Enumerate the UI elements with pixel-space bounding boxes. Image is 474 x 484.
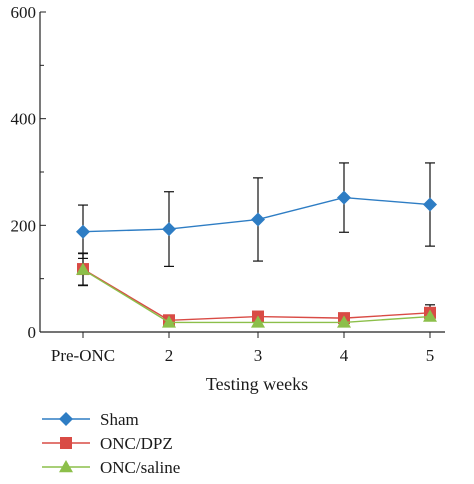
- x-tick-label: 5: [426, 346, 435, 365]
- legend-item: Sham: [42, 410, 139, 429]
- x-tick-label: 4: [340, 346, 349, 365]
- x-tick-label: Pre-ONC: [51, 346, 115, 365]
- legend-marker: [59, 460, 73, 473]
- legend: Sham ONC/DPZ ONC/saline: [42, 410, 180, 477]
- data-point: [251, 212, 265, 227]
- data-point: [423, 309, 437, 322]
- legend-item: ONC/DPZ: [42, 434, 173, 453]
- y-tick-label: 0: [28, 323, 37, 342]
- data-point: [76, 224, 90, 239]
- y-tick-label: 600: [11, 3, 37, 22]
- series-onc-dpz: [77, 252, 436, 327]
- data-point: [337, 315, 351, 328]
- y-tick-label: 400: [11, 110, 37, 129]
- x-axis-label: Testing weeks: [206, 374, 308, 394]
- series-group: [76, 162, 437, 328]
- legend-label: ONC/DPZ: [100, 434, 173, 453]
- series-sham: [76, 162, 437, 267]
- data-point: [423, 197, 437, 212]
- series-onc-saline: [76, 253, 437, 328]
- data-point: [162, 222, 176, 237]
- x-tick-label: 2: [165, 346, 174, 365]
- legend-label: Sham: [100, 410, 139, 429]
- data-point: [162, 315, 176, 328]
- legend-item: ONC/saline: [42, 458, 180, 477]
- y-tick-label: 200: [11, 216, 37, 235]
- data-point: [76, 262, 90, 275]
- data-point: [251, 315, 265, 328]
- legend-label: ONC/saline: [100, 458, 180, 477]
- x-tick-label: 3: [254, 346, 263, 365]
- legend-marker: [60, 437, 72, 449]
- x-axis-ticks: Pre-ONC 2 3 4 5: [51, 332, 434, 365]
- axes: [39, 12, 445, 333]
- data-point: [337, 190, 351, 205]
- y-axis-ticks: 0 200 400 600: [11, 3, 46, 342]
- legend-marker: [59, 412, 73, 426]
